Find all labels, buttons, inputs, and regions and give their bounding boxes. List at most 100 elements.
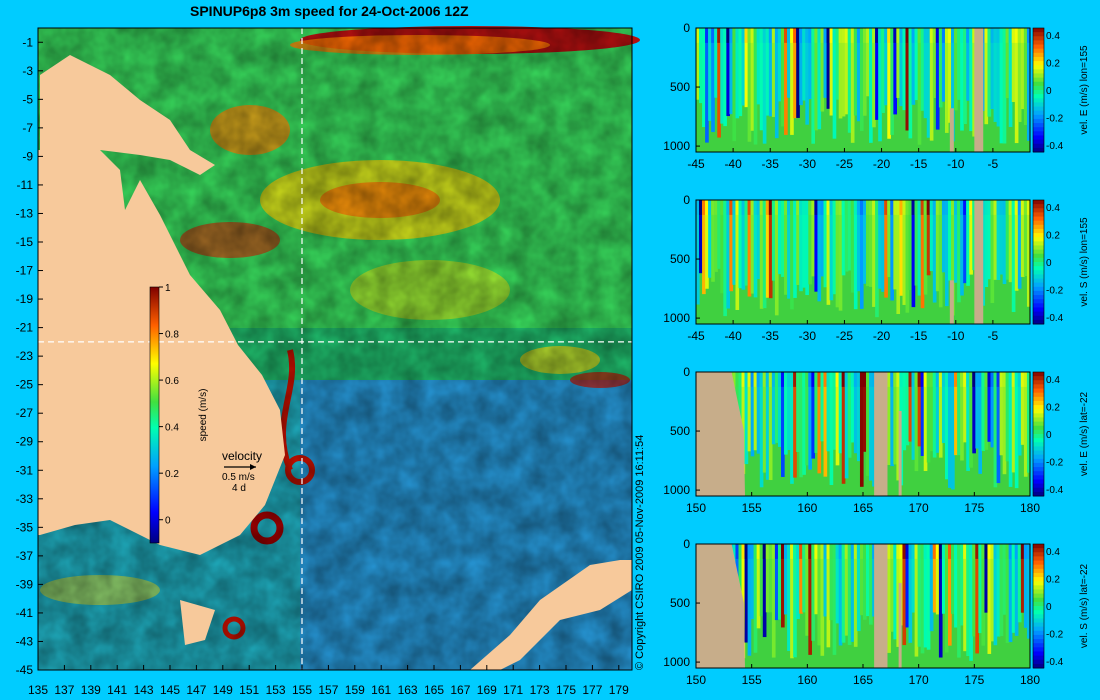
section-surface-cell xyxy=(1002,200,1007,215)
section-surface-cell xyxy=(787,28,791,43)
section-column xyxy=(944,372,949,480)
section-column xyxy=(768,28,773,117)
section-column xyxy=(726,200,730,309)
colorbar-cell xyxy=(1033,36,1044,41)
section-surface-cell xyxy=(762,544,767,559)
section-colorbar: 0.4 0.2 0 -0.2 -0.4 vel. S (m/s) lat=-22 xyxy=(1032,543,1090,669)
section-surface-cell xyxy=(808,372,812,387)
section-frame xyxy=(695,199,1031,325)
colorbar-cell xyxy=(1033,212,1044,218)
section-surface-cell xyxy=(826,28,831,43)
section-surface-cell xyxy=(829,200,834,215)
section-column xyxy=(756,544,761,629)
section-surface-cell xyxy=(863,200,867,215)
section-column xyxy=(768,200,773,299)
section-surface-cell xyxy=(938,200,943,215)
section-surface-cell xyxy=(954,28,958,43)
section-surface-cell xyxy=(911,544,916,559)
section-surface-cell xyxy=(841,28,846,43)
section-column xyxy=(744,200,749,286)
section-column xyxy=(875,28,879,120)
section-column xyxy=(732,28,737,142)
colorbar-tick-label: -0.2 xyxy=(1046,114,1064,125)
section-surface-cell xyxy=(787,544,791,559)
section-surface-cell xyxy=(893,200,897,215)
section-column xyxy=(787,200,791,299)
colorbar-cell xyxy=(1033,253,1044,259)
colorbar-cell xyxy=(1033,274,1044,280)
section-surface-cell xyxy=(814,28,819,43)
section-surface-cell xyxy=(796,372,800,387)
section-column xyxy=(960,200,964,296)
section-column xyxy=(1011,372,1016,473)
section-surface-cell xyxy=(954,200,958,215)
section-x-tick-label: 150 xyxy=(686,501,706,515)
section-column xyxy=(720,200,724,294)
section-surface-cell xyxy=(853,200,858,215)
map-lat-tick-label: -45 xyxy=(16,663,34,677)
section-surface-cell xyxy=(711,200,715,215)
section-column xyxy=(711,200,715,282)
section-surface-cell xyxy=(869,200,873,215)
map-lon-tick-label: 137 xyxy=(54,683,74,697)
section-surface-cell xyxy=(951,544,955,559)
section-column xyxy=(866,28,870,97)
section-surface-cell xyxy=(784,200,788,215)
section-surface-cell xyxy=(768,28,773,43)
section-surface-cell xyxy=(899,200,904,215)
colorbar-cell xyxy=(1033,118,1044,124)
colorbar-frame xyxy=(1032,199,1045,325)
section-column xyxy=(935,544,940,615)
section-surface-cell xyxy=(708,200,712,215)
section-column xyxy=(1014,200,1019,291)
colorbar-cell xyxy=(1033,282,1044,288)
section-surface-cell xyxy=(747,372,752,387)
section-surface-cell xyxy=(917,372,922,387)
section-surface-cell xyxy=(859,544,864,559)
section-surface-cell xyxy=(990,200,995,215)
section-surface-cell xyxy=(805,372,809,387)
section-surface-cell xyxy=(799,544,803,559)
colorbar-cell xyxy=(1033,307,1044,313)
section-column xyxy=(771,372,776,445)
section-column xyxy=(835,200,840,308)
section-surface-cell xyxy=(951,372,955,387)
map-lon-tick-label: 179 xyxy=(609,683,629,697)
section-surface-cell xyxy=(805,200,809,215)
colorbar-cell xyxy=(1033,237,1044,242)
section-surface-cell xyxy=(866,372,870,387)
section-surface-cell xyxy=(705,28,709,43)
section-surface-cell xyxy=(941,200,946,215)
section-surface-cell xyxy=(738,372,743,387)
section-column xyxy=(759,28,764,131)
section-surface-cell xyxy=(741,28,746,43)
section-surface-cell xyxy=(744,200,749,215)
section-surface-cell xyxy=(790,28,794,43)
section-surface-cell xyxy=(793,28,797,43)
section-surface-cell xyxy=(847,544,852,559)
section-column xyxy=(826,28,831,109)
section-surface-cell xyxy=(829,28,834,43)
section-surface-cell xyxy=(969,200,973,215)
section-surface-cell xyxy=(905,372,910,387)
section-surface-cell xyxy=(774,28,779,43)
section-surface-cell xyxy=(723,28,727,43)
section-column xyxy=(859,200,864,309)
section-surface-cell xyxy=(932,372,937,387)
section-surface-cell xyxy=(972,28,976,43)
section-surface-cell xyxy=(908,544,913,559)
section-column xyxy=(963,200,967,284)
section-surface-cell xyxy=(923,200,928,215)
section-surface-cell xyxy=(768,544,773,559)
section-surface-cell xyxy=(966,28,970,43)
section-surface-cell xyxy=(1023,372,1028,387)
section-column xyxy=(863,200,867,284)
section-column xyxy=(705,200,709,289)
section-column xyxy=(802,372,806,475)
colorbar-tick-label: 1 xyxy=(165,283,171,294)
section-surface-cell xyxy=(932,544,937,559)
section-column xyxy=(875,200,879,318)
colorbar-cell xyxy=(1033,396,1044,402)
section-surface-cell xyxy=(869,372,873,387)
section-column xyxy=(993,28,998,122)
